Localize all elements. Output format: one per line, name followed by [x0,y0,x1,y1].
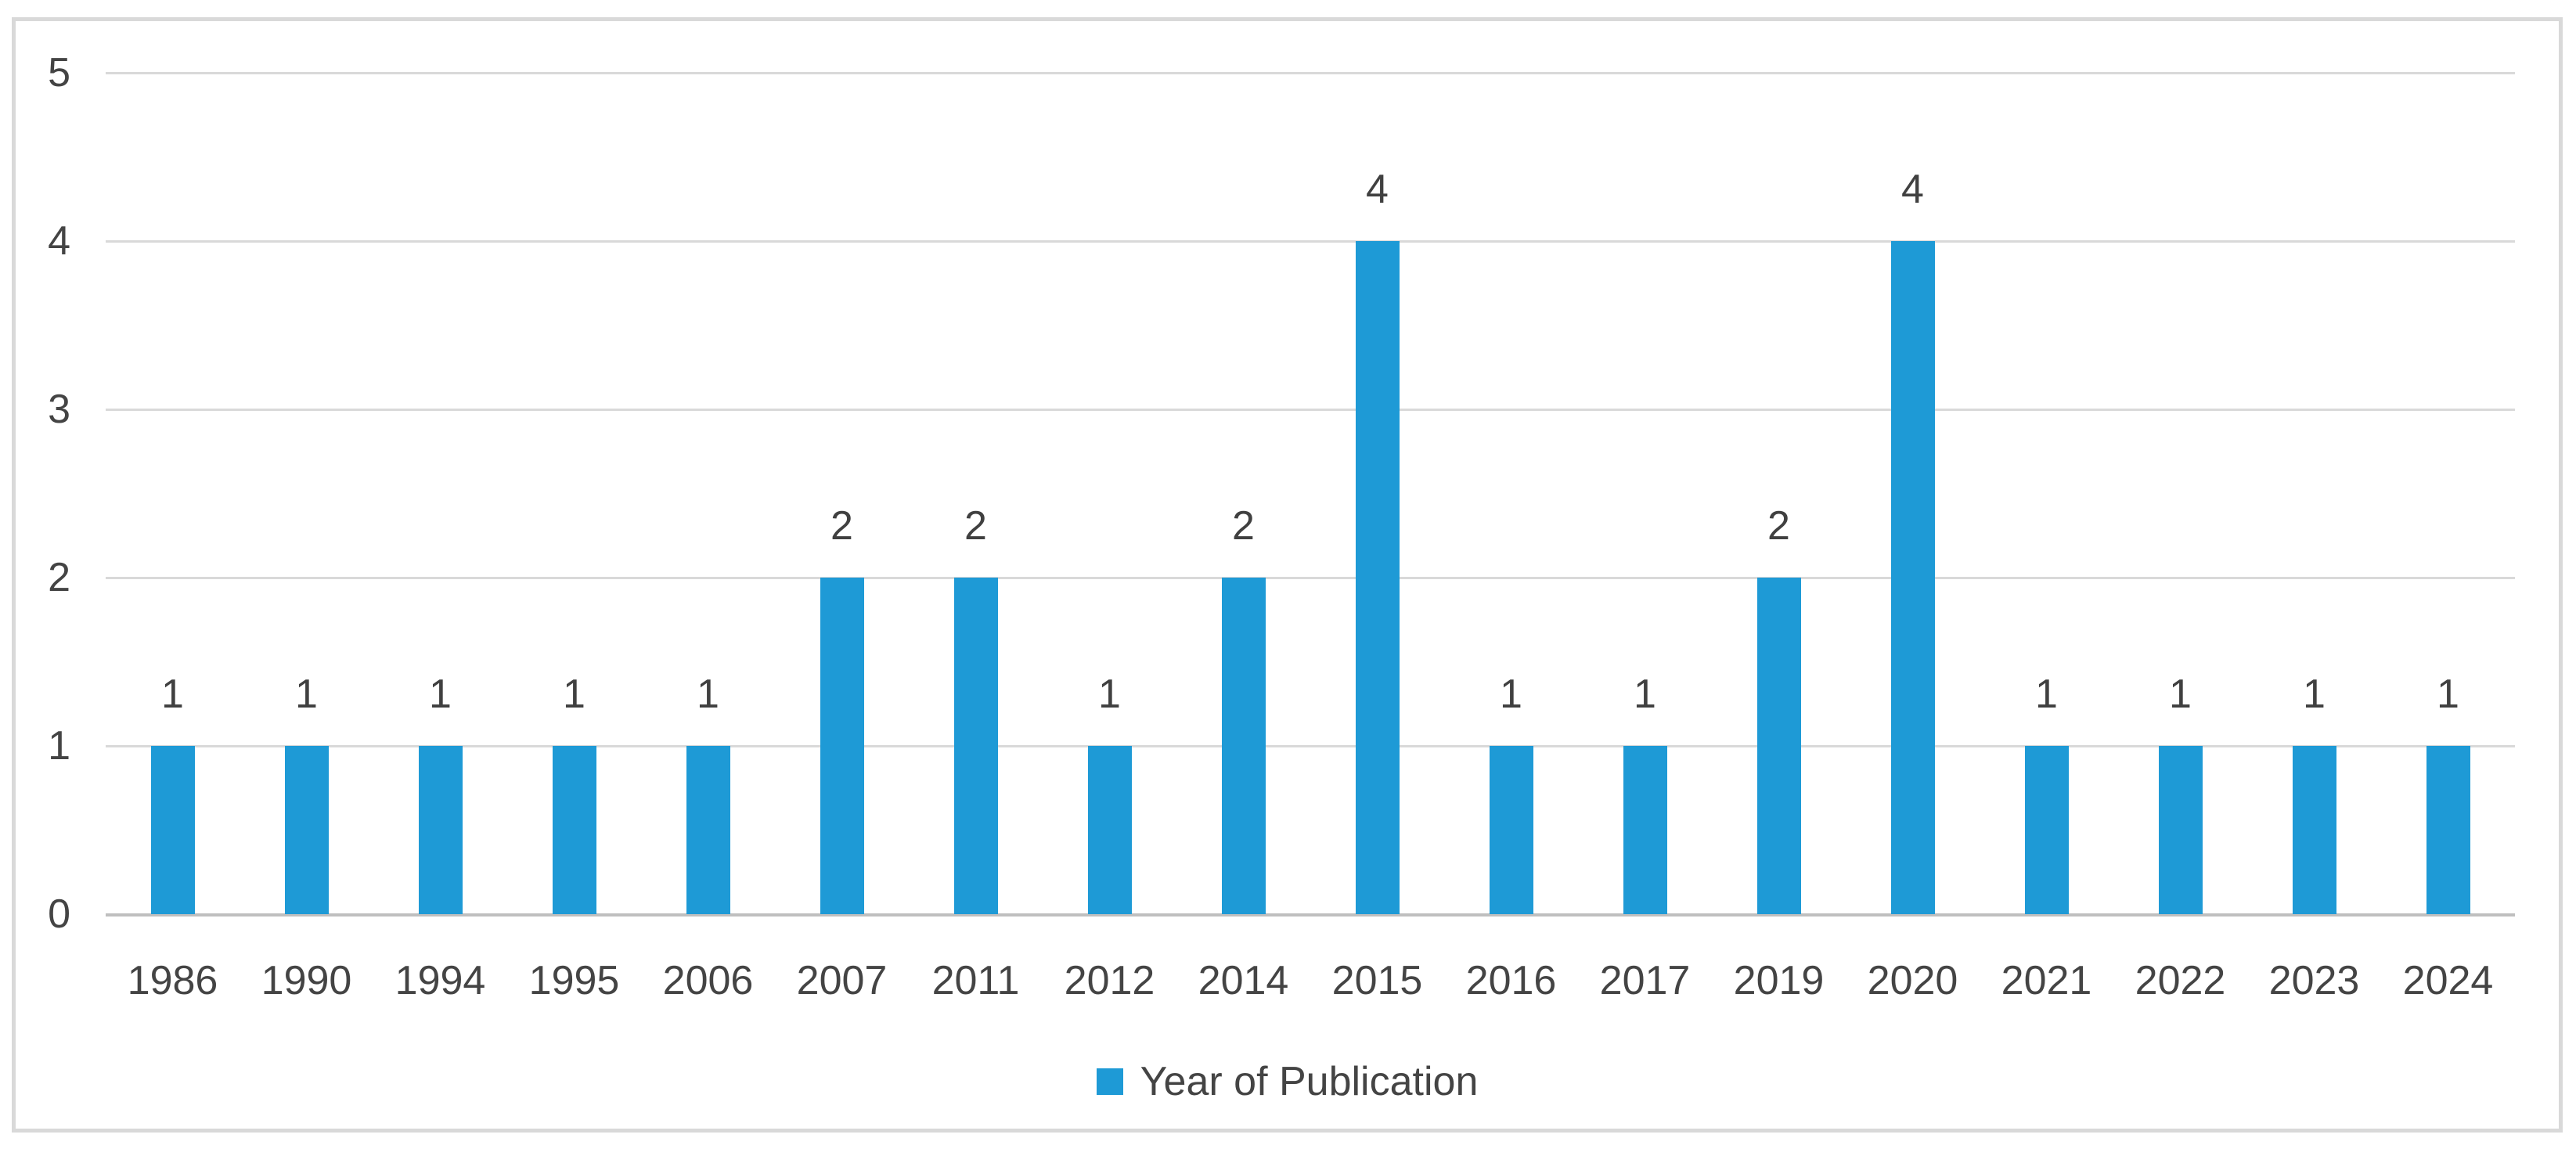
bar-value-label: 1 [2035,672,2058,717]
x-axis-tick-label: 2015 [1331,958,1423,1003]
bar [284,746,329,914]
bar [2426,746,2470,914]
gridline [106,240,2515,243]
y-axis-tick-label: 5 [48,50,70,95]
legend-swatch-icon [1096,1068,1123,1095]
x-axis-tick-label: 2016 [1465,958,1557,1003]
bar [1221,578,1266,914]
bar [1355,241,1400,914]
bar-value-label: 1 [697,672,719,717]
legend-label: Year of Publication [1140,1059,1479,1104]
x-axis-tick-label: 2022 [2135,958,2226,1003]
bar [2024,746,2069,914]
x-axis-tick-label: 2006 [662,958,754,1003]
x-axis-tick-label: 2007 [796,958,888,1003]
bar-value-label: 1 [2303,672,2326,717]
y-axis-tick-label: 3 [48,387,70,432]
legend: Year of Publication [16,1058,2559,1105]
bar [1087,746,1132,914]
bar [1756,578,1801,914]
bar-value-label: 1 [1098,672,1121,717]
bar-value-label: 1 [1500,672,1522,717]
bar [1890,241,1935,914]
bar-value-label: 2 [1767,503,1790,549]
y-axis-tick-label: 1 [48,723,70,769]
bar-value-label: 2 [1232,503,1255,549]
bar [2292,746,2336,914]
x-axis-tick-label: 2012 [1064,958,1155,1003]
gridline [106,577,2515,579]
bar-value-label: 1 [2437,672,2459,717]
bar-value-label: 2 [830,503,853,549]
x-axis-tick-label: 1995 [528,958,620,1003]
x-axis-tick-label: 2011 [931,958,1020,1003]
x-axis-tick-label: 2019 [1733,958,1825,1003]
y-axis-tick-label: 4 [48,218,70,264]
bar [150,746,195,914]
x-axis-tick-label: 2023 [2268,958,2360,1003]
bar-value-label: 1 [1634,672,1656,717]
x-axis-tick-label: 2017 [1599,958,1691,1003]
bar-value-label: 1 [2169,672,2192,717]
bar [820,578,864,914]
x-axis-tick-label: 1986 [127,958,218,1003]
gridline [106,745,2515,747]
x-axis-tick-label: 1990 [261,958,352,1003]
x-axis-tick-label: 2021 [2001,958,2092,1003]
chart-frame: 0 1 2 3 4 5 1 1986 1 1990 1 1994 1 1995 1 2006 2 2007 2 201… [12,17,2563,1133]
x-axis-tick-label: 2024 [2402,958,2494,1003]
bar [953,578,998,914]
bar [686,746,730,914]
x-axis-tick-label: 2014 [1198,958,1289,1003]
x-axis-tick-label: 1994 [395,958,486,1003]
bar [418,746,463,914]
bar-value-label: 1 [161,672,184,717]
bar [552,746,596,914]
bar-value-label: 1 [563,672,585,717]
bar [1623,746,1667,914]
x-axis-line [106,913,2515,917]
bar-value-label: 1 [295,672,318,717]
bar-value-label: 1 [429,672,452,717]
bar [2158,746,2203,914]
y-axis-tick-label: 0 [48,891,70,937]
bar-value-label: 4 [1366,167,1389,212]
gridline [106,72,2515,74]
gridline [106,409,2515,411]
bar-value-label: 4 [1901,167,1924,212]
bar-value-label: 2 [964,503,987,549]
x-axis-tick-label: 2020 [1867,958,1958,1003]
bar [1489,746,1533,914]
y-axis-tick-label: 2 [48,555,70,600]
